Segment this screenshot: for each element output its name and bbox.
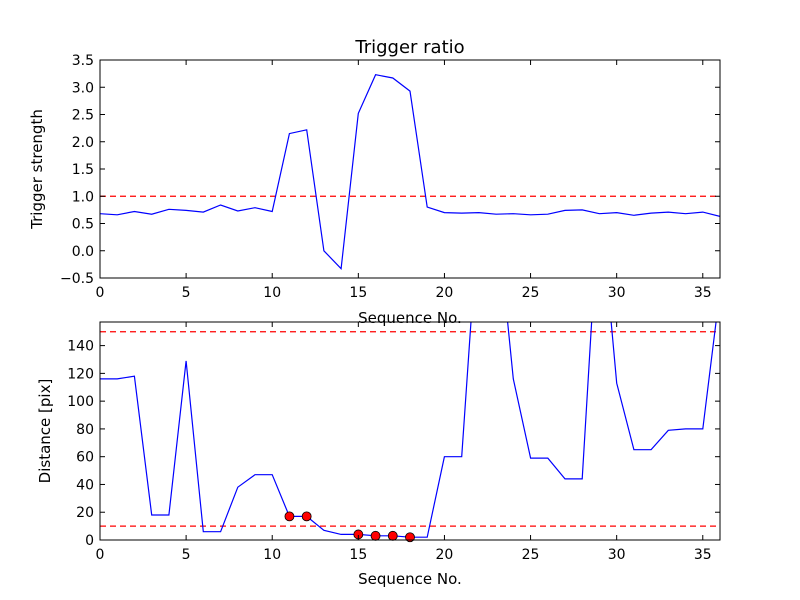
top-y-tick-label: 3.5	[72, 53, 94, 69]
bottom-y-tick-label: 80	[76, 422, 94, 438]
bottom-x-tick-label: 5	[182, 547, 191, 563]
top-x-tick-label: 10	[263, 285, 281, 301]
top-chart: Trigger ratio 0 5 10 15 20 25 30 35 −0.5 0.0 0.5 1…	[28, 37, 721, 327]
bottom-y-tick-label: 0	[85, 533, 94, 549]
bottom-x-tick-label: 30	[608, 547, 626, 563]
bottom-x-tick-label: 25	[522, 547, 540, 563]
top-y-tick-label: 0.0	[72, 244, 94, 260]
top-y-tick-label: 1.0	[72, 189, 94, 205]
bottom-x-tick-label: 20	[436, 547, 454, 563]
top-series-line-0	[100, 74, 720, 271]
top-x-tick-label: 30	[608, 285, 626, 301]
bottom-y-tick-label: 40	[76, 477, 94, 493]
top-y-axis-label: Trigger strength	[28, 109, 46, 230]
bottom-y-ticks: 0 20 40 60 80 100 120 140	[67, 339, 720, 549]
top-x-tick-label: 15	[349, 285, 367, 301]
top-x-tick-label: 5	[182, 285, 191, 301]
bottom-x-ticks: 0 5 10 15 20 25 30 35	[96, 322, 712, 563]
bottom-x-tick-label: 0	[96, 547, 105, 563]
bottom-y-axis-label: Distance [pix]	[36, 379, 54, 484]
bottom-marker-point	[405, 532, 415, 543]
bottom-x-axis-label: Sequence No.	[358, 570, 462, 588]
bottom-markers-group	[284, 511, 415, 543]
bottom-marker-point	[301, 511, 312, 522]
top-series-group	[100, 74, 720, 271]
top-x-axis-label: Sequence No.	[358, 309, 462, 327]
top-y-tick-label: 1.5	[72, 162, 94, 178]
bottom-y-tick-label: 20	[76, 505, 94, 521]
top-x-tick-label: 35	[694, 285, 712, 301]
top-y-tick-label: 2.5	[72, 108, 94, 124]
bottom-y-tick-label: 140	[67, 339, 94, 355]
top-x-tick-label: 20	[436, 285, 454, 301]
bottom-plot-frame	[99, 321, 721, 541]
bottom-y-tick-label: 120	[67, 366, 94, 382]
bottom-x-tick-label: 35	[694, 547, 712, 563]
bottom-marker-point	[284, 511, 295, 522]
bottom-y-tick-label: 60	[76, 450, 94, 466]
top-x-tick-label: 0	[96, 285, 105, 301]
top-x-tick-label: 25	[522, 285, 540, 301]
top-chart-title: Trigger ratio	[354, 37, 464, 58]
top-y-ticks: −0.5 0.0 0.5 1.0 1.5 2.0 2.5 3.0 3.5	[60, 53, 720, 287]
bottom-marker-point	[370, 530, 381, 541]
top-y-tick-label: −0.5	[60, 271, 94, 287]
bottom-x-tick-label: 15	[349, 547, 367, 563]
bottom-x-tick-label: 10	[263, 547, 281, 563]
bottom-y-tick-label: 100	[67, 394, 94, 410]
top-y-tick-label: 3.0	[72, 80, 94, 96]
bottom-marker-point	[387, 530, 398, 541]
top-x-ticks: 0 5 10 15 20 25 30 35	[96, 60, 712, 301]
bottom-chart: 0 5 10 15 20 25 30 35 0 20 40 60 80 100 120 140 Sequen…	[36, 321, 721, 588]
top-y-tick-label: 0.5	[72, 217, 94, 233]
top-y-tick-label: 2.0	[72, 135, 94, 151]
